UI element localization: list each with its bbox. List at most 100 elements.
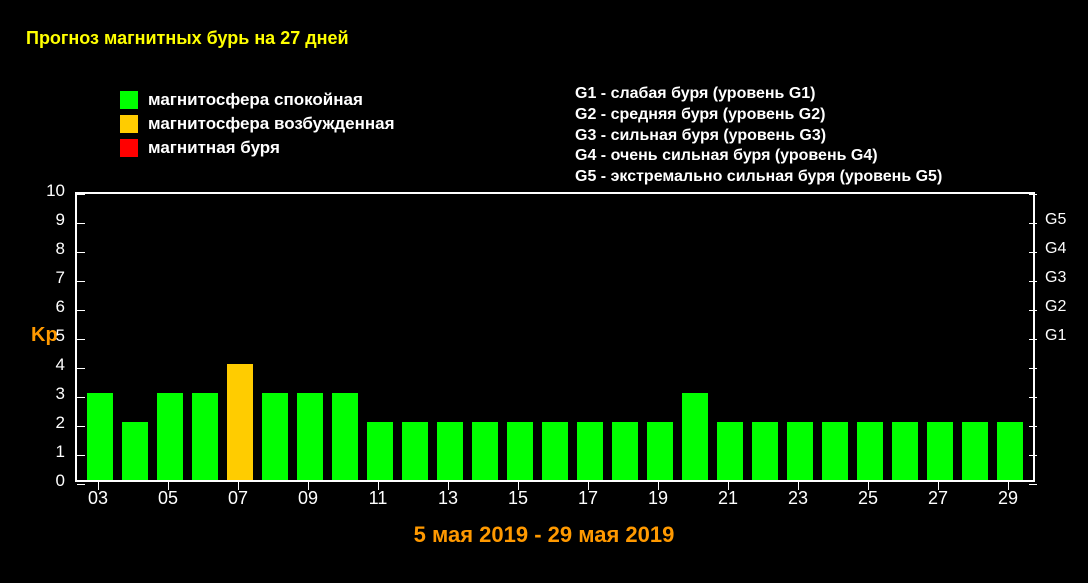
x-tick-label: 19 xyxy=(648,488,668,509)
x-tick-label: 17 xyxy=(578,488,598,509)
bar xyxy=(997,422,1023,480)
x-tick-label: 05 xyxy=(158,488,178,509)
y-tick-label: 1 xyxy=(35,442,65,462)
bar xyxy=(402,422,428,480)
x-tick-mark xyxy=(588,482,589,490)
legend-item: магнитосфера возбужденная xyxy=(120,114,395,134)
x-tick-mark xyxy=(728,482,729,490)
y-tick-mark xyxy=(77,281,85,282)
plot-area xyxy=(75,192,1035,482)
date-range-label: 5 мая 2019 - 29 мая 2019 xyxy=(0,522,1088,548)
y-tick-mark-right xyxy=(1029,455,1037,456)
x-tick-mark xyxy=(448,482,449,490)
bar xyxy=(472,422,498,480)
y-tick-label: 4 xyxy=(35,355,65,375)
x-tick-label: 27 xyxy=(928,488,948,509)
y-tick-label: 0 xyxy=(35,471,65,491)
y-tick-mark-right xyxy=(1029,484,1037,485)
y-tick-mark xyxy=(77,484,85,485)
y-tick-mark-right xyxy=(1029,223,1037,224)
bar xyxy=(962,422,988,480)
x-tick-mark xyxy=(308,482,309,490)
bar xyxy=(157,393,183,480)
g-level-label: G3 xyxy=(1045,269,1066,287)
bar xyxy=(507,422,533,480)
x-tick-mark xyxy=(238,482,239,490)
y-tick-label: 7 xyxy=(35,268,65,288)
x-tick-mark xyxy=(1008,482,1009,490)
y-tick-mark-right xyxy=(1029,310,1037,311)
y-tick-label: 2 xyxy=(35,413,65,433)
bar xyxy=(612,422,638,480)
legend-right-item: G1 - слабая буря (уровень G1) xyxy=(575,84,942,105)
chart-title: Прогноз магнитных бурь на 27 дней xyxy=(26,28,349,49)
y-tick-mark-right xyxy=(1029,426,1037,427)
x-tick-mark xyxy=(518,482,519,490)
y-tick-mark xyxy=(77,339,85,340)
bar xyxy=(192,393,218,480)
x-tick-mark xyxy=(938,482,939,490)
g-level-label: G2 xyxy=(1045,298,1066,316)
y-tick-mark xyxy=(77,252,85,253)
y-tick-mark xyxy=(77,223,85,224)
bar xyxy=(262,393,288,480)
x-tick-mark xyxy=(868,482,869,490)
x-tick-mark xyxy=(378,482,379,490)
legend-label: магнитосфера возбужденная xyxy=(148,114,395,134)
bar xyxy=(752,422,778,480)
y-tick-label: 3 xyxy=(35,384,65,404)
bar xyxy=(857,422,883,480)
y-tick-mark-right xyxy=(1029,281,1037,282)
bar xyxy=(227,364,253,480)
x-tick-mark xyxy=(658,482,659,490)
legend-label: магнитосфера спокойная xyxy=(148,90,363,110)
x-tick-mark xyxy=(98,482,99,490)
bar xyxy=(542,422,568,480)
legend-item: магнитная буря xyxy=(120,138,395,158)
x-tick-label: 23 xyxy=(788,488,808,509)
x-tick-label: 15 xyxy=(508,488,528,509)
bar xyxy=(717,422,743,480)
y-tick-mark xyxy=(77,426,85,427)
chart-container: Kp 012345678910G1G2G3G4G5030507091113151… xyxy=(75,192,1035,482)
legend-swatch xyxy=(120,139,138,157)
legend-left: магнитосфера спокойная магнитосфера возбу… xyxy=(120,90,395,162)
legend-item: магнитосфера спокойная xyxy=(120,90,395,110)
x-tick-label: 03 xyxy=(88,488,108,509)
bar xyxy=(787,422,813,480)
legend-right-item: G2 - средняя буря (уровень G2) xyxy=(575,105,942,126)
y-tick-label: 10 xyxy=(35,181,65,201)
y-tick-label: 9 xyxy=(35,210,65,230)
y-tick-mark xyxy=(77,310,85,311)
bar xyxy=(87,393,113,480)
y-tick-label: 6 xyxy=(35,297,65,317)
legend-right-item: G4 - очень сильная буря (уровень G4) xyxy=(575,146,942,167)
bar xyxy=(437,422,463,480)
x-tick-mark xyxy=(798,482,799,490)
bar xyxy=(122,422,148,480)
bar xyxy=(367,422,393,480)
y-tick-mark-right xyxy=(1029,252,1037,253)
y-tick-mark-right xyxy=(1029,194,1037,195)
x-tick-label: 29 xyxy=(998,488,1018,509)
g-level-label: G5 xyxy=(1045,211,1066,229)
y-tick-mark xyxy=(77,194,85,195)
y-tick-mark-right xyxy=(1029,397,1037,398)
x-tick-label: 21 xyxy=(718,488,738,509)
y-tick-mark-right xyxy=(1029,339,1037,340)
legend-swatch xyxy=(120,91,138,109)
g-level-label: G1 xyxy=(1045,327,1066,345)
y-tick-mark xyxy=(77,397,85,398)
g-level-label: G4 xyxy=(1045,240,1066,258)
x-tick-mark xyxy=(168,482,169,490)
y-tick-label: 8 xyxy=(35,239,65,259)
bar xyxy=(822,422,848,480)
bar xyxy=(297,393,323,480)
legend-label: магнитная буря xyxy=(148,138,280,158)
bar xyxy=(927,422,953,480)
legend-swatch xyxy=(120,115,138,133)
bar xyxy=(577,422,603,480)
x-tick-label: 25 xyxy=(858,488,878,509)
x-tick-label: 09 xyxy=(298,488,318,509)
y-tick-mark-right xyxy=(1029,368,1037,369)
